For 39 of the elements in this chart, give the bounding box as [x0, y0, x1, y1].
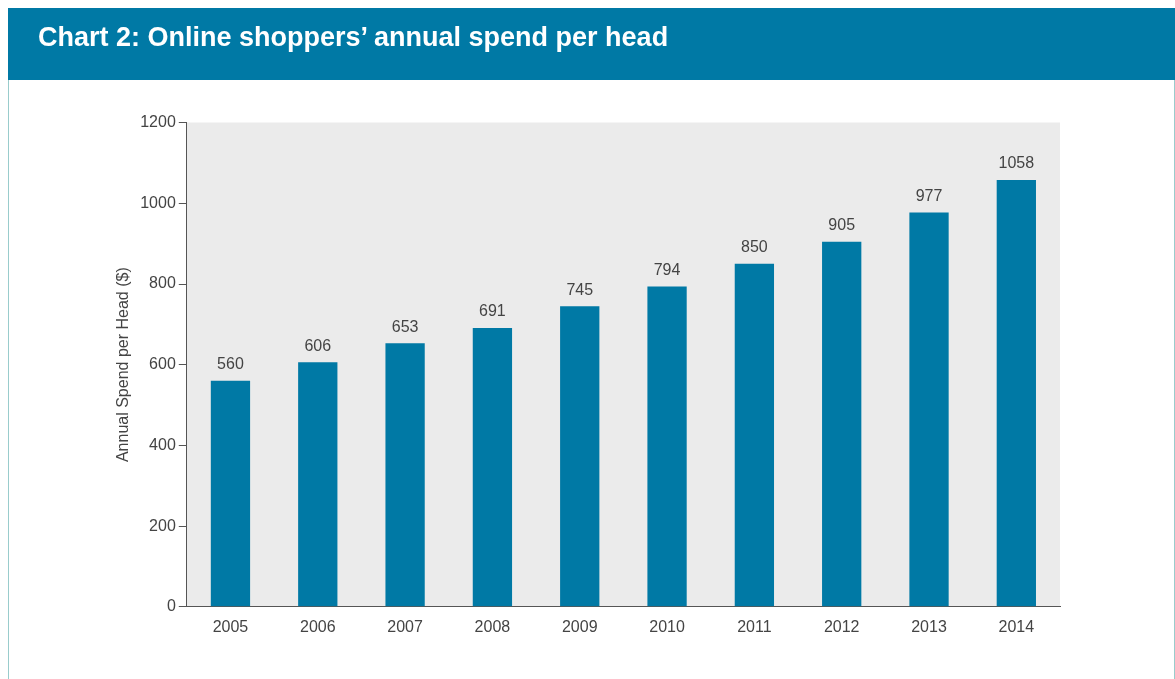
- y-tick-label: 400: [149, 435, 176, 453]
- x-tick-label: 2007: [387, 617, 423, 635]
- y-tick-label: 200: [149, 516, 176, 534]
- data-label: 850: [741, 238, 768, 256]
- x-tick-label: 2012: [823, 617, 860, 635]
- y-tick-label: 0: [166, 597, 176, 615]
- y-tick-label: 600: [149, 355, 176, 373]
- data-label: 606: [304, 336, 332, 354]
- data-label: 653: [391, 317, 419, 335]
- x-tick-label: 2009: [561, 617, 598, 635]
- x-tick-label: 2005: [212, 617, 249, 635]
- bar: [734, 263, 775, 607]
- bar: [822, 241, 862, 607]
- x-tick-label: 2011: [737, 617, 772, 635]
- data-label: 794: [653, 260, 681, 278]
- data-label: 977: [915, 186, 943, 204]
- data-label: 560: [217, 355, 244, 373]
- bar: [298, 362, 338, 607]
- y-axis-title: Annual Spend per Head ($): [114, 267, 132, 463]
- data-label: 1058: [998, 154, 1035, 172]
- x-tick-label: 2006: [299, 617, 336, 635]
- data-label: 905: [828, 216, 856, 234]
- bar: [647, 286, 687, 607]
- bar: [560, 306, 600, 607]
- x-tick-label: 2013: [911, 617, 947, 635]
- bar: [472, 327, 513, 607]
- chart-title: Chart 2: Online shoppers’ annual spend per head: [38, 22, 669, 53]
- bar: [210, 380, 251, 607]
- y-tick-label: 1000: [140, 193, 176, 211]
- y-tick-label: 800: [149, 274, 176, 292]
- bar: [996, 179, 1036, 607]
- bar: [385, 343, 425, 607]
- x-tick-label: 2008: [474, 617, 511, 635]
- bar: [909, 212, 949, 607]
- x-tick-label: 2010: [649, 617, 685, 635]
- data-label: 691: [479, 302, 506, 320]
- data-label: 745: [566, 280, 594, 298]
- y-tick-label: 1200: [140, 113, 176, 131]
- x-tick-label: 2014: [998, 617, 1035, 635]
